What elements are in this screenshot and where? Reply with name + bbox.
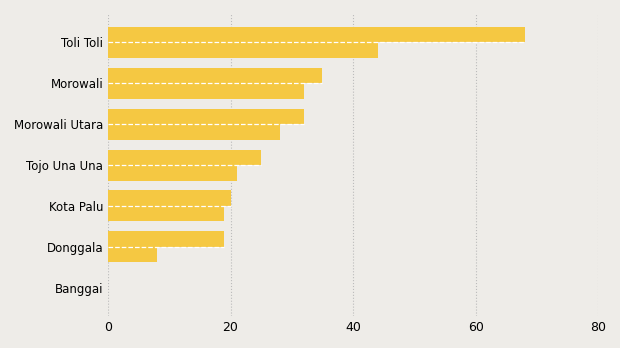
Bar [108,190,231,206]
Bar [108,84,304,99]
Bar [108,124,280,140]
Bar [108,247,157,262]
Bar [108,231,224,247]
Bar [108,109,304,124]
Bar [108,165,237,181]
Bar [108,68,322,84]
Bar [108,206,224,221]
Bar [108,42,378,58]
Bar [108,27,525,42]
Bar [108,150,261,165]
